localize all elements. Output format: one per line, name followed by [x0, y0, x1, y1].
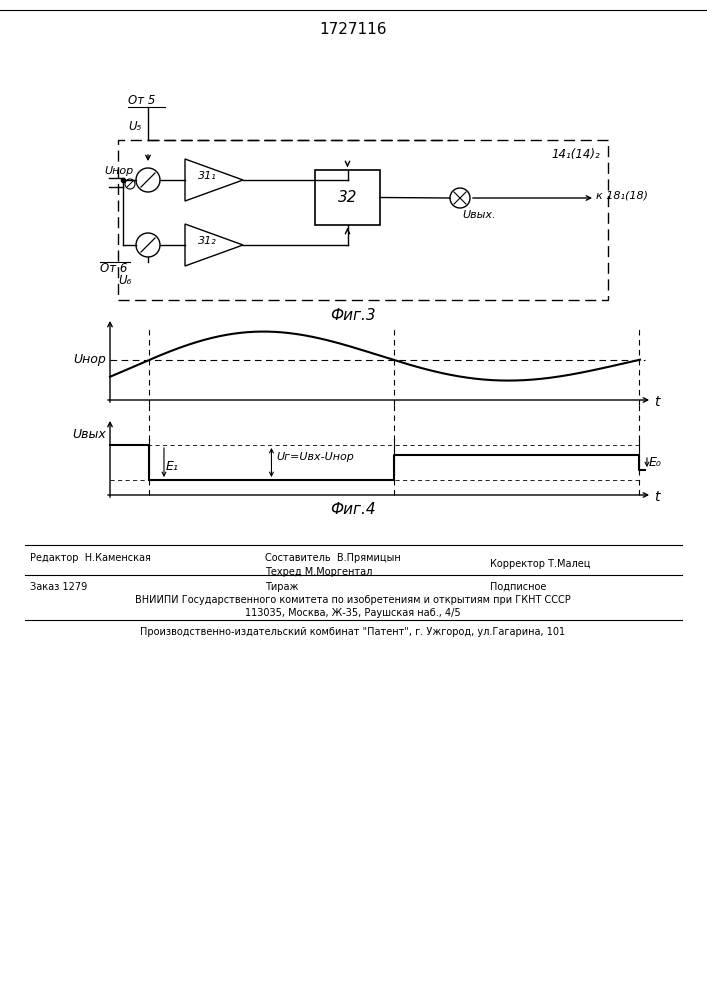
Text: Производственно-издательский комбинат "Патент", г. Ужгород, ул.Гагарина, 101: Производственно-издательский комбинат "П…	[141, 627, 566, 637]
Text: ВНИИПИ Государственного комитета по изобретениям и открытиям при ГКНТ СССР: ВНИИПИ Государственного комитета по изоб…	[135, 595, 571, 605]
Bar	[315, 170, 380, 225]
Text: Uвых.: Uвых.	[462, 210, 496, 220]
Text: E₀: E₀	[649, 456, 662, 469]
Text: От 5: От 5	[128, 94, 156, 107]
Text: E₁: E₁	[166, 460, 179, 473]
Text: Подписное: Подписное	[490, 582, 547, 592]
Text: Uнор: Uнор	[105, 166, 134, 176]
Text: От 6: От 6	[100, 262, 127, 275]
Text: Фиг.4: Фиг.4	[330, 502, 376, 518]
Text: к 18₁(18): к 18₁(18)	[596, 191, 648, 201]
Text: Фиг.3: Фиг.3	[330, 308, 376, 322]
Text: Тираж: Тираж	[265, 582, 298, 592]
Text: Uвых: Uвых	[72, 428, 106, 442]
Text: 31₁: 31₁	[198, 171, 216, 181]
Text: 31₂: 31₂	[198, 236, 216, 246]
Text: 113035, Москва, Ж-35, Раушская наб., 4/5: 113035, Москва, Ж-35, Раушская наб., 4/5	[245, 608, 461, 618]
Text: U₅: U₅	[128, 120, 141, 133]
Text: 14₁(14)₂: 14₁(14)₂	[551, 148, 600, 161]
Text: Uнор: Uнор	[74, 354, 106, 366]
Text: Редактор  Н.Каменская: Редактор Н.Каменская	[30, 553, 151, 563]
Text: Uг=Uвх-Uнор: Uг=Uвх-Uнор	[276, 452, 354, 462]
Text: t: t	[654, 490, 660, 504]
Text: U₆: U₆	[118, 274, 132, 287]
Text: 1727116: 1727116	[320, 22, 387, 37]
Bar	[118, 140, 608, 300]
Text: Заказ 1279: Заказ 1279	[30, 582, 87, 592]
Text: 32: 32	[338, 190, 357, 205]
Text: Составитель  В.Прямицын: Составитель В.Прямицын	[265, 553, 401, 563]
Text: Техред М.Моргентал: Техред М.Моргентал	[265, 567, 373, 577]
Text: t: t	[654, 395, 660, 409]
Text: Корректор Т.Малец: Корректор Т.Малец	[490, 559, 590, 569]
